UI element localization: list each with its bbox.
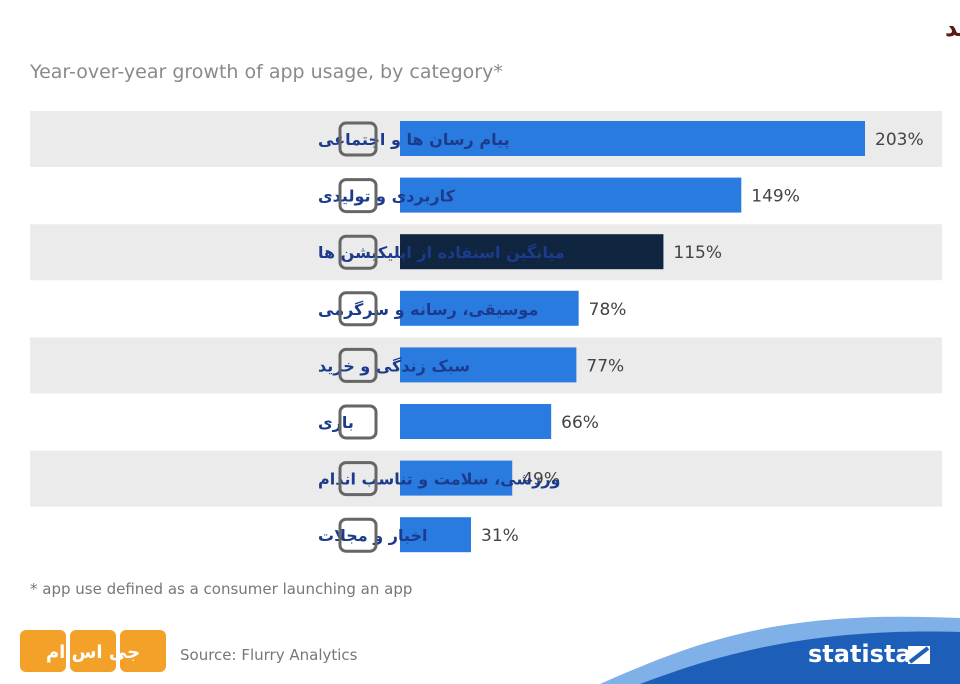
- source: Source: Flurry Analytics: [180, 646, 358, 664]
- value-label: 115%: [673, 243, 722, 263]
- logo-badge: جی اس ام: [20, 630, 166, 672]
- category-icon: [338, 291, 378, 327]
- bar: [400, 517, 472, 553]
- category-icon: [338, 517, 378, 553]
- logo-text: جی اس ام: [46, 642, 140, 663]
- category-icon: [338, 347, 378, 383]
- category-label: بازی: [318, 413, 354, 432]
- bar: [400, 177, 742, 213]
- category-icon: [338, 461, 378, 497]
- category-label: میانگین استفاده از اپلیکیشن ها: [318, 243, 565, 263]
- bar: [400, 404, 552, 439]
- chart-title: اپلیکیشن های پیام رسان و اجتماعی بیشترین…: [945, 14, 960, 42]
- chart-subtitle: Year-over-year growth of app usage, by c…: [29, 61, 503, 83]
- category-icon: [338, 404, 378, 440]
- logo-tile: [20, 630, 66, 672]
- value-label: 78%: [589, 300, 627, 320]
- category-label: کاربردی و تولیدی: [318, 187, 456, 206]
- logo-tile: [120, 630, 166, 672]
- bar: [400, 121, 865, 156]
- value-label: 49%: [522, 470, 560, 490]
- bar: [400, 234, 664, 270]
- bar: [400, 347, 577, 383]
- brand-name: statista: [808, 640, 912, 668]
- brand-wave: [640, 631, 960, 684]
- category-label: ورزشی، سلامت و تناسب اندام: [318, 470, 560, 489]
- logo-tile: [70, 630, 116, 672]
- footnote: * app use defined as a consumer launchin…: [30, 580, 412, 598]
- value-label: 77%: [586, 356, 624, 376]
- bar: [400, 460, 513, 496]
- category-icon: [338, 234, 378, 270]
- category-label: موسیقی، رسانه و سرگرمی: [318, 300, 538, 319]
- category-icon: [338, 178, 378, 214]
- category-label: اخبار و مجلات: [318, 526, 428, 545]
- value-label: 31%: [481, 526, 519, 546]
- value-label: 203%: [875, 130, 924, 150]
- category-label: پیام رسان ها و اجتماعی: [318, 130, 510, 150]
- value-label: 66%: [561, 413, 599, 433]
- value-label: 149%: [751, 187, 800, 207]
- category-icon: [338, 121, 378, 157]
- category-label: سبک زندگی و خرید: [318, 356, 470, 375]
- brand-mark-slash: [908, 646, 930, 664]
- bar: [400, 290, 579, 326]
